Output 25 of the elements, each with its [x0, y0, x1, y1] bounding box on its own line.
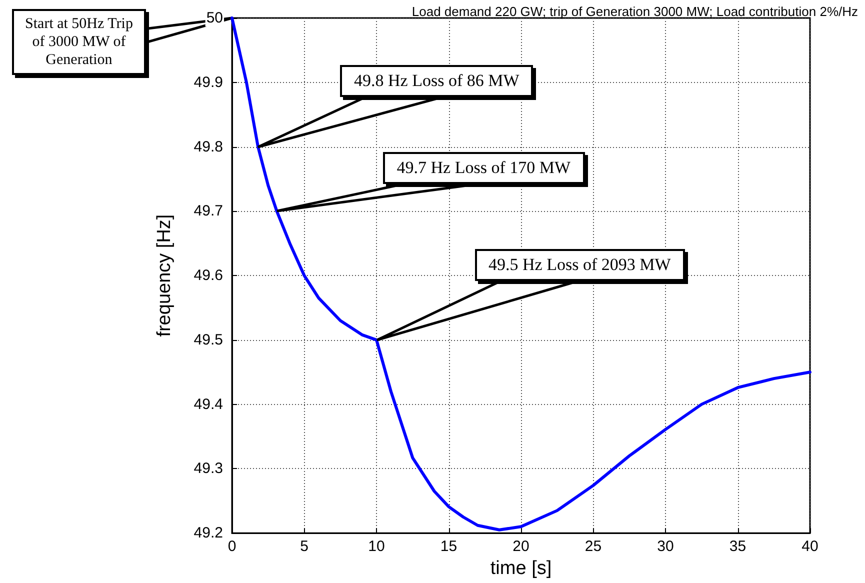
y-tick-label: 49.3: [194, 460, 223, 478]
y-tick-label: 49.8: [194, 138, 223, 156]
y-tick-label: 49.2: [194, 524, 223, 542]
x-tick-label: 10: [368, 538, 385, 556]
y-tick-label: 49.7: [194, 202, 223, 220]
y-tick-label: 49.5: [194, 331, 223, 348]
callout-box: 49.8 Hz Loss of 86 MW: [340, 64, 534, 97]
callout-box: 49.5 Hz Loss of 2093 MW: [474, 248, 685, 281]
y-axis-title: frequency [Hz]: [154, 214, 175, 337]
callout-box: 49.7 Hz Loss of 170 MW: [382, 152, 585, 184]
x-tick-label: 25: [584, 538, 602, 556]
callout-box: Start at 50Hz Trip of 3000 MW of Generation: [12, 9, 146, 75]
x-axis-title: time [s]: [490, 558, 552, 579]
x-tick-label: 15: [440, 538, 458, 556]
y-tick-label: 50: [206, 10, 223, 26]
x-tick-label: 40: [802, 538, 818, 556]
x-tick-label: 20: [512, 538, 530, 556]
x-tick-label: 30: [657, 538, 674, 556]
x-tick-label: 0: [228, 538, 236, 556]
chart-title: Load demand 220 GW; trip of Generation 3000 MW; Load contribution 2%/Hz: [412, 4, 858, 19]
y-tick-label: 49.9: [194, 74, 223, 91]
y-tick-label: 49.6: [194, 267, 223, 284]
x-tick-label: 35: [729, 538, 746, 556]
x-tick-label: 5: [300, 538, 308, 556]
y-tick-label: 49.4: [194, 396, 223, 413]
